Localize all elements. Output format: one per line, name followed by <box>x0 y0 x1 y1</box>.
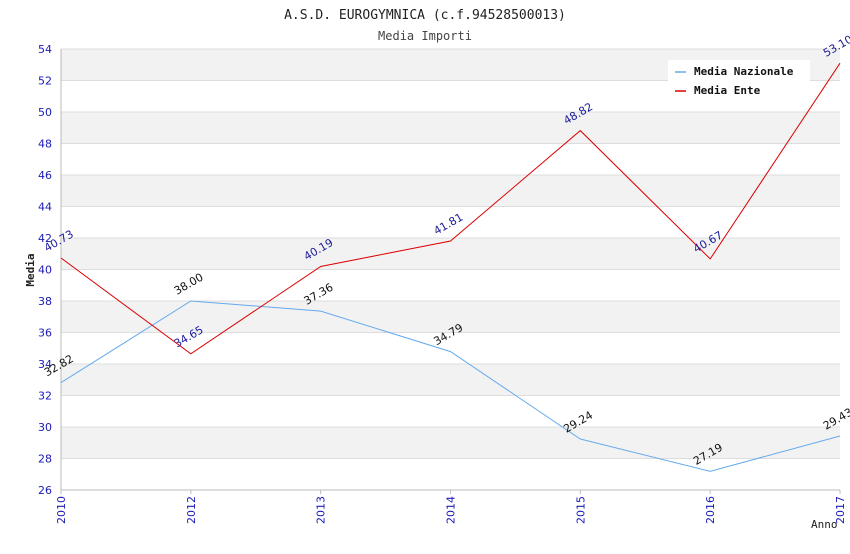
grid-band <box>61 301 840 333</box>
grid-band <box>61 364 840 396</box>
y-tick-label: 54 <box>38 43 52 56</box>
x-axis-label: Anno <box>811 518 838 531</box>
x-tick-label: 2016 <box>704 496 717 524</box>
chart-subtitle: Media Importi <box>378 29 472 43</box>
y-tick-label: 38 <box>38 295 52 308</box>
series-line-media-ente <box>60 62 841 355</box>
y-tick-label: 36 <box>38 327 52 340</box>
y-tick-label: 26 <box>38 484 52 497</box>
legend: Media Nazionale Media Ente <box>668 60 810 100</box>
legend-label-media-ente: Media Ente <box>694 84 761 97</box>
grid-band <box>61 238 840 270</box>
x-tick-label: 2010 <box>55 496 68 524</box>
grid-band <box>61 269 840 301</box>
x-tick-labels: 2010 2012 2013 2014 2015 2016 2017 <box>55 496 847 524</box>
y-tick-label: 40 <box>38 264 52 277</box>
y-tick-labels: 26 28 30 32 34 36 38 40 42 44 46 48 50 52 54 <box>38 43 52 497</box>
grid-band <box>61 332 840 364</box>
grid-band <box>61 206 840 238</box>
x-tick-label: 2013 <box>315 496 328 524</box>
grid-band <box>61 143 840 175</box>
y-tick-label: 48 <box>38 138 52 151</box>
y-tick-label: 52 <box>38 75 52 88</box>
gridlines <box>61 48 840 491</box>
grid-band <box>61 427 840 459</box>
y-axis-label: Media <box>24 253 37 286</box>
x-tick-label: 2014 <box>445 496 458 524</box>
grid-band <box>61 458 840 490</box>
y-tick-label: 28 <box>38 453 52 466</box>
grid-bands <box>61 49 840 490</box>
y-tick-label: 46 <box>38 169 52 182</box>
series-line-media-nazionale <box>60 300 841 472</box>
y-tick-label: 30 <box>38 421 52 434</box>
axes <box>60 49 841 494</box>
legend-label-media-nazionale: Media Nazionale <box>694 65 794 78</box>
y-tick-label: 34 <box>38 358 52 371</box>
x-tick-label: 2012 <box>185 496 198 524</box>
y-tick-label: 50 <box>38 106 52 119</box>
grid-band <box>61 395 840 427</box>
x-tick-label: 2017 <box>834 496 847 524</box>
grid-band <box>61 175 840 207</box>
y-tick-label: 42 <box>38 232 52 245</box>
grid-band <box>61 112 840 144</box>
x-tick-label: 2015 <box>574 496 587 524</box>
y-tick-label: 32 <box>38 390 52 403</box>
chart-title: A.S.D. EUROGYMNICA (c.f.94528500013) <box>284 8 566 23</box>
series-lines <box>60 62 841 472</box>
legend-box <box>668 60 810 100</box>
y-tick-label: 44 <box>38 201 52 214</box>
